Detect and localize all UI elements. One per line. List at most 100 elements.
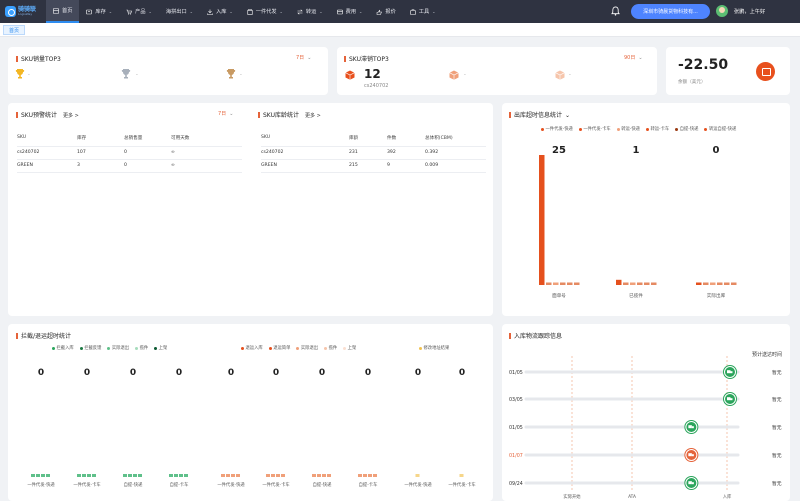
bar[interactable] xyxy=(731,282,737,286)
bar[interactable] xyxy=(415,474,420,477)
bar[interactable] xyxy=(123,474,127,477)
legend-item[interactable]: 退运入库 xyxy=(241,345,263,351)
table-row[interactable]: cs240702 231 392 0.392 xyxy=(261,146,486,160)
bar[interactable] xyxy=(82,474,86,477)
bar[interactable] xyxy=(637,282,643,286)
table-row[interactable]: GREEN 215 9 0.009 xyxy=(261,159,486,173)
legend-item[interactable]: 实际退出 xyxy=(296,345,318,351)
bar[interactable] xyxy=(231,474,235,477)
nav-item-6[interactable]: 转运 ⌄ xyxy=(290,0,330,23)
bar[interactable] xyxy=(717,282,723,286)
bar[interactable] xyxy=(312,474,316,477)
bar[interactable] xyxy=(276,474,280,477)
slow-period-select[interactable]: 90日 ⌄ xyxy=(624,55,643,61)
bar[interactable] xyxy=(271,474,275,477)
bar[interactable] xyxy=(179,474,183,477)
nav-item-4[interactable]: 入库 ⌄ xyxy=(200,0,240,23)
sales-period-select[interactable]: 7日 ⌄ xyxy=(296,55,312,61)
nav-item-7[interactable]: 费用 ⌄ xyxy=(330,0,370,23)
nav-item-3[interactable]: 海拼出口 ⌄ xyxy=(159,0,200,23)
legend-item[interactable]: 上架 xyxy=(154,345,167,351)
nav-item-1[interactable]: 库存 ⌄ xyxy=(79,0,119,23)
bar[interactable] xyxy=(459,474,464,477)
bar[interactable] xyxy=(368,474,372,477)
bar[interactable] xyxy=(616,279,622,285)
bar[interactable] xyxy=(322,474,326,477)
avatar[interactable] xyxy=(716,5,728,17)
bar[interactable] xyxy=(236,474,240,477)
legend-item[interactable]: 转运自提-快递 xyxy=(704,126,736,132)
legend-item[interactable]: 上架 xyxy=(343,345,356,351)
bar[interactable] xyxy=(174,474,178,477)
legend-item[interactable]: 一件代发-卡车 xyxy=(578,126,611,132)
bar[interactable] xyxy=(560,282,566,286)
bar[interactable] xyxy=(184,474,188,477)
bar[interactable] xyxy=(92,474,96,477)
bar[interactable] xyxy=(363,474,367,477)
bar[interactable] xyxy=(539,155,545,285)
table-row[interactable]: cs240702 107 0 ∞ xyxy=(17,146,242,160)
cell-sku: cs240702 xyxy=(17,146,77,160)
user-greeting[interactable]: 张鹏，上午好 xyxy=(734,9,766,15)
legend-item[interactable]: 自提-快递 xyxy=(675,126,698,132)
alert-period-select[interactable]: 7日 ⌄ xyxy=(218,111,234,117)
cell-stock: 107 xyxy=(77,146,124,160)
bar[interactable] xyxy=(553,282,559,286)
nav-item-8[interactable]: 报价 xyxy=(369,0,402,23)
bar[interactable] xyxy=(169,474,173,477)
legend-item[interactable]: 拦截反馈 xyxy=(79,345,101,351)
bar[interactable] xyxy=(128,474,132,477)
legend-item[interactable]: 一件代发-快递 xyxy=(541,126,573,132)
bar[interactable] xyxy=(373,474,377,477)
bar[interactable] xyxy=(266,474,270,477)
bar[interactable] xyxy=(138,474,142,477)
bar[interactable] xyxy=(87,474,91,477)
legend-swatch xyxy=(241,346,244,350)
bar[interactable] xyxy=(41,474,45,477)
legend-item[interactable]: 退运简单 xyxy=(268,345,290,351)
bar[interactable] xyxy=(281,474,285,477)
legend-item[interactable]: 转运-卡车 xyxy=(645,126,669,132)
bar[interactable] xyxy=(651,282,657,286)
legend-item[interactable]: 转运-快递 xyxy=(616,126,640,132)
legend-item[interactable]: 拦截入库 xyxy=(52,345,74,351)
bar[interactable] xyxy=(36,474,40,477)
bar[interactable] xyxy=(574,282,580,286)
bar[interactable] xyxy=(696,282,702,286)
bar[interactable] xyxy=(327,474,331,477)
bar[interactable] xyxy=(31,474,35,477)
bar[interactable] xyxy=(567,282,573,286)
bar[interactable] xyxy=(46,474,50,477)
company-switch-button[interactable]: 深圳市骑晨货物科技有... xyxy=(631,4,710,19)
bar[interactable] xyxy=(724,282,730,286)
table-row[interactable]: GREEN 3 0 ∞ xyxy=(17,159,242,173)
bar[interactable] xyxy=(358,474,362,477)
alert-more-link[interactable]: 更多 > xyxy=(62,113,79,119)
nav-item-0[interactable]: 首页 xyxy=(46,0,80,23)
legend-item[interactable]: 实际退出 xyxy=(107,345,129,351)
bar[interactable] xyxy=(623,282,629,286)
legend-item[interactable]: 揽件 xyxy=(324,345,337,351)
bell-icon[interactable] xyxy=(611,6,620,16)
nav-item-5[interactable]: 一件代发 ⌄ xyxy=(240,0,290,23)
bar[interactable] xyxy=(644,282,650,286)
bar[interactable] xyxy=(546,282,552,286)
wallet-icon[interactable] xyxy=(756,62,775,81)
bar[interactable] xyxy=(226,474,230,477)
intercept-total-value: 0 xyxy=(459,368,465,378)
nav-item-2[interactable]: 产品 ⌄ xyxy=(119,0,159,23)
bar[interactable] xyxy=(710,282,716,286)
legend-item[interactable]: 揽件 xyxy=(135,345,148,351)
bar[interactable] xyxy=(317,474,321,477)
outbound-timeout-title[interactable]: 出库超时信息统计 ⌄ xyxy=(509,110,570,119)
bar[interactable] xyxy=(133,474,137,477)
bar[interactable] xyxy=(703,282,709,286)
bar[interactable] xyxy=(630,282,636,286)
nav-item-9[interactable]: 工具 ⌄ xyxy=(403,0,443,23)
legend-item[interactable]: 修改地址结果 xyxy=(419,345,449,351)
tab-home[interactable]: 首页 xyxy=(3,25,26,35)
age-more-link[interactable]: 更多 > xyxy=(304,113,321,119)
bar[interactable] xyxy=(221,474,225,477)
logo[interactable]: 骑骑联 LogisWay xyxy=(0,6,46,17)
bar[interactable] xyxy=(77,474,81,477)
